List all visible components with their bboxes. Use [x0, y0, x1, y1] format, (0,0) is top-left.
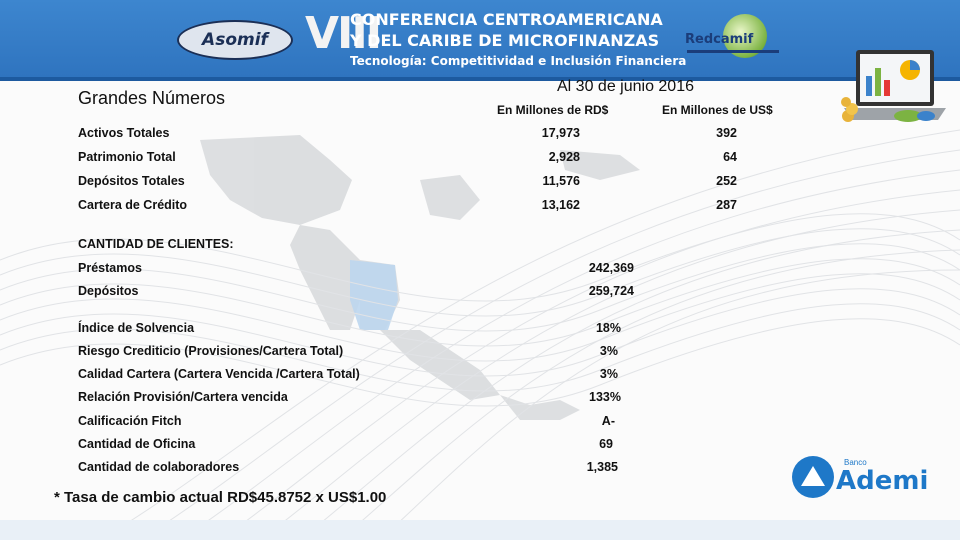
clients-row-value: 242,369 [588, 261, 634, 275]
indicator-row-label: Relación Provisión/Cartera vencida [78, 390, 288, 404]
financial-row-us: 252 [716, 174, 737, 188]
indicator-row-label: Cantidad de colaboradores [78, 460, 240, 474]
financial-row-label: Cartera de Crédito [78, 198, 188, 212]
financial-row-rd: 17,973 [541, 126, 580, 140]
edition-numeral: VIII [305, 8, 382, 59]
financial-row-us: 287 [716, 198, 737, 212]
conference-title-line2: Y DEL CARIBE DE MICROFINANZAS [350, 31, 660, 50]
ademi-logo: Banco Ademi [792, 454, 928, 500]
page-title: Grandes Números [78, 88, 226, 108]
asomif-logo-text: Asomif [202, 30, 268, 50]
exchange-rate-footnote: * Tasa de cambio actual RD$45.8752 x US$… [54, 489, 387, 506]
financial-row-us: 64 [723, 150, 737, 164]
financial-row-us: 392 [716, 126, 737, 140]
asomif-logo: Asomif [177, 20, 293, 60]
financial-row-label: Activos Totales [78, 126, 170, 140]
report-date: Al 30 de junio 2016 [557, 78, 694, 95]
column-header-rd: En Millones de RD$ [497, 103, 609, 117]
header-banner [0, 0, 960, 77]
indicator-row-value: A- [601, 414, 615, 428]
column-header-us: En Millones de US$ [662, 103, 773, 117]
indicator-row-value: 1,385 [586, 460, 618, 474]
conference-title-line1: CONFERENCIA CENTROAMERICANA [350, 10, 663, 29]
indicator-row-label: Índice de Solvencia [78, 321, 195, 335]
financial-row-rd: 11,576 [542, 174, 580, 188]
indicator-row-value: 3% [599, 344, 618, 358]
indicator-row-label: Calidad Cartera (Cartera Vencida /Carter… [78, 367, 360, 381]
clients-row-label: Depósitos [78, 284, 139, 298]
conference-subtitle: Tecnología: Competitividad e Inclusión F… [350, 54, 687, 68]
financial-row-rd: 13,162 [541, 198, 580, 212]
indicator-row-label: Cantidad de Oficina [78, 437, 196, 451]
redcamif-logo-text: Redcamif [685, 32, 754, 47]
redcamif-logo: Redcamif [685, 14, 785, 64]
financial-row-label: Depósitos Totales [78, 174, 185, 188]
indicator-row-value: 3% [599, 367, 618, 381]
clients-row-label: Préstamos [78, 261, 142, 275]
indicator-row-value: 133% [589, 390, 621, 404]
laptop-chart-illustration [841, 50, 946, 122]
redcamif-underline [687, 50, 779, 53]
ademi-logo-name: Ademi [836, 466, 929, 496]
indicator-row-label: Calificación Fitch [78, 414, 182, 428]
indicator-row-value: 69 [599, 437, 613, 451]
financial-row-label: Patrimonio Total [78, 150, 176, 164]
clients-row-value: 259,724 [588, 284, 634, 298]
clients-section-header: CANTIDAD DE CLIENTES: [78, 237, 234, 251]
ademi-logo-small-text: Banco [844, 458, 867, 467]
indicator-row-label: Riesgo Crediticio (Provisiones/Cartera T… [78, 344, 344, 358]
financial-row-rd: 2,928 [548, 150, 580, 164]
header-divider [0, 77, 960, 81]
ademi-mark-icon [792, 456, 834, 498]
indicator-row-value: 18% [595, 321, 621, 335]
